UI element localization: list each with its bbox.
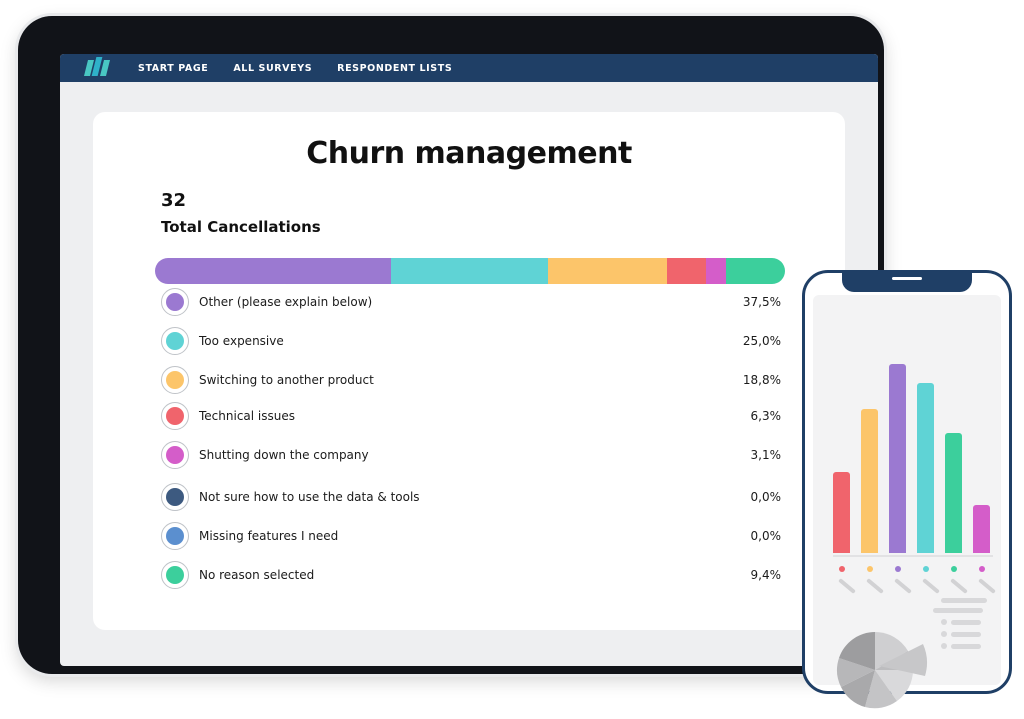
phone-pie-chart: [835, 625, 935, 715]
phone-legend-dot: [951, 566, 957, 572]
phone-legend-placeholder: [838, 578, 856, 594]
reason-row[interactable]: No reason selected 9,4%: [161, 559, 781, 591]
reason-row[interactable]: Switching to another product 18,8%: [161, 364, 781, 396]
reason-label: Switching to another product: [199, 373, 374, 387]
phone-screen: [813, 295, 1001, 709]
total-cancellations-label: Total Cancellations: [161, 218, 321, 236]
stacked-distribution-bar: [155, 258, 785, 284]
reason-color-dot-icon: [161, 561, 189, 589]
reason-color-dot-icon: [161, 483, 189, 511]
bar-segment: [548, 258, 667, 284]
reason-color-dot-icon: [161, 366, 189, 394]
phone-legend-placeholder: [922, 578, 940, 594]
bar-segment: [391, 258, 549, 284]
reason-label: Shutting down the company: [199, 448, 369, 462]
reason-color-dot-icon: [161, 522, 189, 550]
reason-color-dot-icon: [161, 288, 189, 316]
reason-row[interactable]: Missing features I need 0,0%: [161, 520, 781, 552]
reason-row[interactable]: Shutting down the company 3,1%: [161, 439, 781, 471]
reason-percent: 37,5%: [742, 295, 781, 309]
phone-legend-placeholder: [978, 578, 996, 594]
phone-legend-dot: [895, 566, 901, 572]
tablet-screen: START PAGE ALL SURVEYS RESPONDENT LISTS …: [60, 54, 878, 666]
reason-percent: 0,0%: [750, 490, 782, 504]
reason-row[interactable]: Technical issues 6,3%: [161, 400, 781, 432]
phone-chart-bar: [917, 382, 934, 553]
app-logo-icon[interactable]: [84, 57, 110, 79]
reason-color-dot-icon: [161, 441, 189, 469]
total-cancellations-count: 32: [161, 190, 187, 211]
reason-percent: 0,0%: [750, 529, 782, 543]
phone-chart-bar: [945, 432, 962, 553]
phone-legend-placeholder: [950, 578, 968, 594]
phone-chart-bar: [833, 471, 850, 553]
phone-legend-dot: [923, 566, 929, 572]
phone-notch: [842, 270, 972, 292]
phone-legend-placeholder: [894, 578, 912, 594]
tablet-device: START PAGE ALL SURVEYS RESPONDENT LISTS …: [18, 16, 884, 674]
bar-segment: [666, 258, 707, 284]
phone-device: [802, 270, 1012, 709]
phone-legend-dot: [979, 566, 985, 572]
reason-label: No reason selected: [199, 568, 315, 582]
phone-chart-baseline: [833, 555, 993, 557]
phone-chart-bar: [973, 504, 990, 553]
reason-percent: 18,8%: [742, 373, 781, 387]
nav-start-page[interactable]: START PAGE: [138, 62, 209, 74]
reason-color-dot-icon: [161, 402, 189, 430]
nav-respondent-lists[interactable]: RESPONDENT LISTS: [337, 62, 453, 74]
phone-chart-bar: [889, 364, 906, 553]
reason-label: Not sure how to use the data & tools: [199, 490, 420, 504]
reason-row[interactable]: Too expensive 25,0%: [161, 325, 781, 357]
phone-legend-placeholder: [866, 578, 884, 594]
bar-segment: [155, 258, 391, 284]
reason-label: Missing features I need: [199, 529, 339, 543]
reason-label: Other (please explain below): [199, 295, 373, 309]
phone-legend-dot: [839, 566, 845, 572]
churn-card: Churn management 32 Total Cancellations …: [93, 112, 845, 630]
reason-percent: 3,1%: [750, 448, 782, 462]
reason-label: Technical issues: [199, 409, 295, 423]
reason-color-dot-icon: [161, 327, 189, 355]
reason-label: Too expensive: [199, 334, 284, 348]
page-title: Churn management: [306, 136, 632, 171]
reason-percent: 25,0%: [742, 334, 781, 348]
bar-segment: [706, 258, 726, 284]
nav-all-surveys[interactable]: ALL SURVEYS: [233, 62, 313, 74]
reason-row[interactable]: Not sure how to use the data & tools 0,0%: [161, 481, 781, 513]
top-navbar: START PAGE ALL SURVEYS RESPONDENT LISTS: [60, 54, 878, 82]
reason-percent: 6,3%: [750, 409, 782, 423]
reason-row[interactable]: Other (please explain below) 37,5%: [161, 286, 781, 318]
reason-percent: 9,4%: [750, 568, 782, 582]
phone-legend-dot: [867, 566, 873, 572]
phone-chart-bar: [861, 408, 878, 553]
bar-segment: [725, 258, 785, 284]
